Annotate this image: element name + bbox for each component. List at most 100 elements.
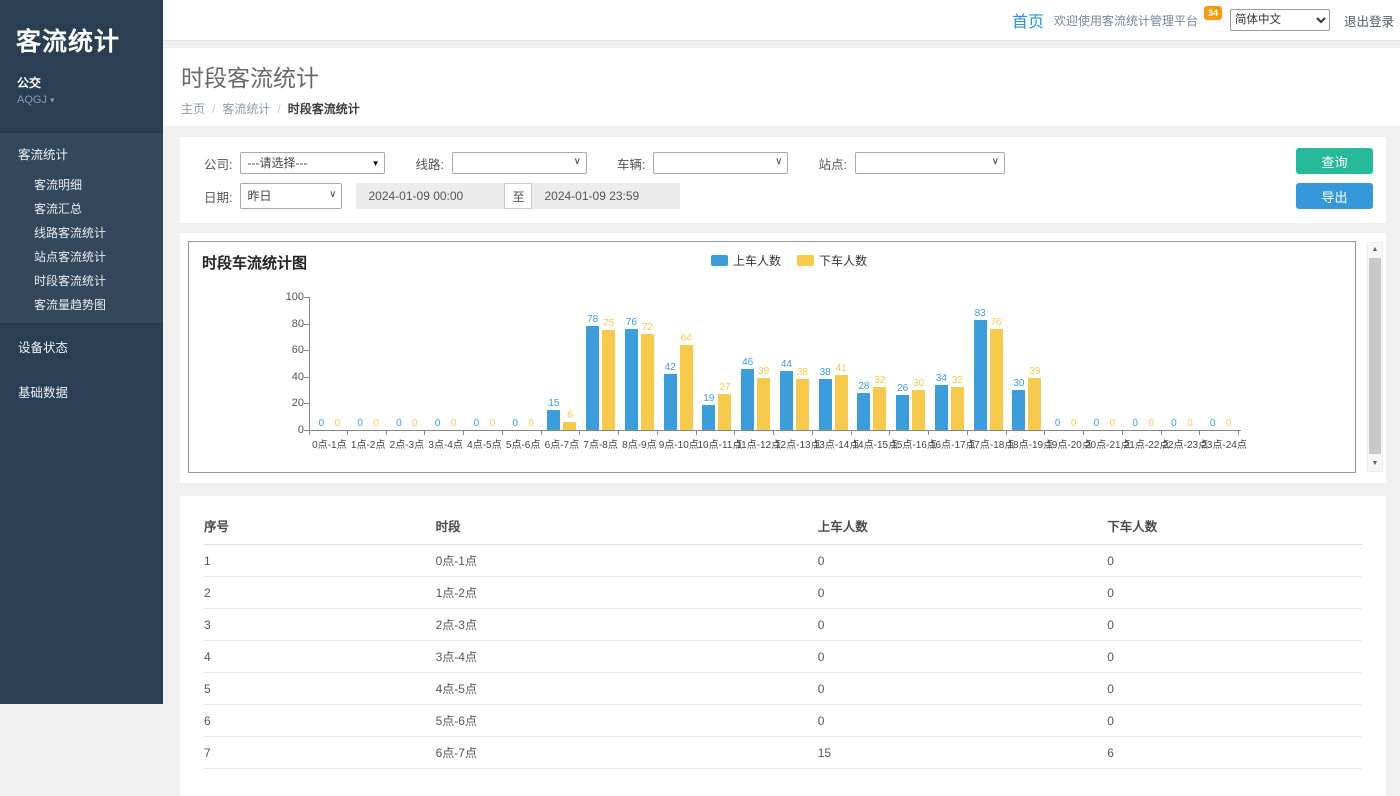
sidebar-subitem[interactable]: 客流汇总 [34,202,83,216]
bar[interactable]: 0 [1067,418,1080,430]
table-header-cell: 时段 [435,508,818,545]
bar-group: 78 75 [581,297,620,430]
sidebar-subitem[interactable]: 线路客流统计 [34,226,107,240]
home-link[interactable]: 首页 [1011,14,1044,31]
bar[interactable]: 0 [525,418,538,430]
bar[interactable]: 0 [1206,418,1219,430]
date-preset-select[interactable]: 昨日 [240,183,343,209]
bar[interactable]: 0 [392,418,405,430]
bar[interactable]: 42 [663,362,677,430]
bar[interactable]: 6 [563,410,577,430]
sidebar-item[interactable]: 基础数据 [18,386,69,400]
x-tick-label: 14点-15点 [852,440,899,451]
sidebar-subitem[interactable]: 站点客流统计 [34,250,107,264]
x-tick-label: 6点-7点 [544,440,580,451]
bar[interactable]: 41 [834,363,848,430]
x-tick [1045,431,1084,435]
bar-value-label: 15 [548,398,560,410]
x-tick [619,431,658,435]
bar[interactable]: 78 [586,314,600,430]
logout-link[interactable]: 退出登录 [1343,14,1394,29]
bar[interactable]: 34 [934,373,948,430]
bar[interactable]: 76 [624,317,638,430]
bar[interactable]: 27 [718,382,732,430]
bar[interactable]: 0 [1106,418,1119,430]
scrollbar-up-arrow[interactable]: ▲ [1371,246,1379,253]
bar[interactable]: 0 [331,418,344,430]
breadcrumb-section[interactable]: 客流统计 [222,102,271,116]
bar[interactable]: 44 [779,359,793,430]
station-select[interactable] [854,152,1005,174]
bar[interactable]: 26 [896,383,910,430]
chart-scrollbar[interactable]: ▲ ▼ [1367,242,1383,472]
bar[interactable]: 0 [447,418,460,430]
bar[interactable]: 38 [818,367,832,430]
scrollbar-thumb[interactable] [1369,258,1381,454]
bar[interactable]: 39 [757,366,771,430]
scrollbar-down-arrow[interactable]: ▼ [1371,460,1379,467]
breadcrumb-separator: / [212,102,216,116]
bar[interactable]: 46 [741,357,755,430]
user-menu[interactable]: AQGJ ▾ [0,91,163,106]
bar[interactable]: 15 [547,398,561,430]
bar[interactable]: 32 [873,375,887,430]
bar[interactable]: 72 [640,322,654,430]
notification-badge[interactable]: 34 [1203,6,1222,20]
bar-value-label: 75 [603,318,615,330]
x-tick-label: 16点-17点 [930,440,976,451]
sidebar-subitem[interactable]: 客流量趋势图 [34,298,107,312]
user-name: AQGJ [17,94,47,106]
bar[interactable]: 0 [1129,418,1142,430]
bar-rect [547,410,561,430]
bar[interactable]: 0 [486,418,499,430]
company-select[interactable]: ---请选择--- [240,152,386,174]
vehicle-select[interactable] [653,152,789,174]
bar[interactable]: 0 [1222,418,1235,430]
x-tick [658,431,697,435]
bar[interactable]: 0 [1145,418,1158,430]
sidebar-item-passenger-stats[interactable]: 客流统计 [18,148,69,162]
date-from-input[interactable] [356,183,505,209]
bar[interactable]: 0 [1167,418,1180,430]
page-background: 时段客流统计 主页 / 客流统计 / 时段客流统计 公司: ---请选择--- ▼ [163,41,1400,796]
bar[interactable]: 32 [950,375,964,430]
welcome-text: 欢迎使用客流统计管理平台 [1053,13,1198,28]
bar[interactable]: 75 [602,318,616,430]
bar[interactable]: 0 [370,418,383,430]
bar[interactable]: 0 [509,418,522,430]
bar[interactable]: 0 [315,418,328,430]
bar-value-label: 0 [1225,418,1232,429]
query-button[interactable]: 查询 [1296,148,1373,174]
bar[interactable]: 0 [470,418,483,430]
line-select[interactable] [451,152,587,174]
bar[interactable]: 28 [857,381,871,430]
bar[interactable]: 19 [702,393,716,430]
sidebar-item[interactable]: 设备状态 [18,341,69,355]
bar[interactable]: 30 [1012,378,1026,430]
bar[interactable]: 0 [354,418,367,430]
bar[interactable]: 83 [973,308,987,430]
sidebar-subitem[interactable]: 客流明细 [34,178,83,192]
bar[interactable]: 38 [795,367,809,430]
bar[interactable]: 39 [1028,366,1042,430]
export-button[interactable]: 导出 [1296,183,1373,209]
bar[interactable]: 64 [679,333,693,430]
sidebar-subitem[interactable]: 时段客流统计 [34,274,107,288]
bar[interactable]: 76 [989,317,1003,430]
x-tick [1007,431,1046,435]
bar[interactable]: 0 [1051,418,1064,430]
legend-item[interactable]: 上车人数 [711,252,781,269]
bar[interactable]: 30 [912,378,926,430]
breadcrumb-home[interactable]: 主页 [181,102,206,116]
bar[interactable]: 0 [431,418,444,430]
language-select[interactable]: 简体中文 [1229,9,1330,31]
bar[interactable]: 0 [408,418,421,430]
legend-item[interactable]: 下车人数 [797,252,867,269]
date-to-input[interactable] [532,183,681,209]
bar-value-label: 78 [587,314,599,326]
bar[interactable]: 0 [1183,418,1196,430]
bar[interactable]: 0 [1090,418,1103,430]
stats-table: 序号 时段 上车人数 下车人数 1 0点-1点 0 0 2 1点-2点 0 0 3 2点-3点 0 0 4 3点… [204,508,1362,769]
